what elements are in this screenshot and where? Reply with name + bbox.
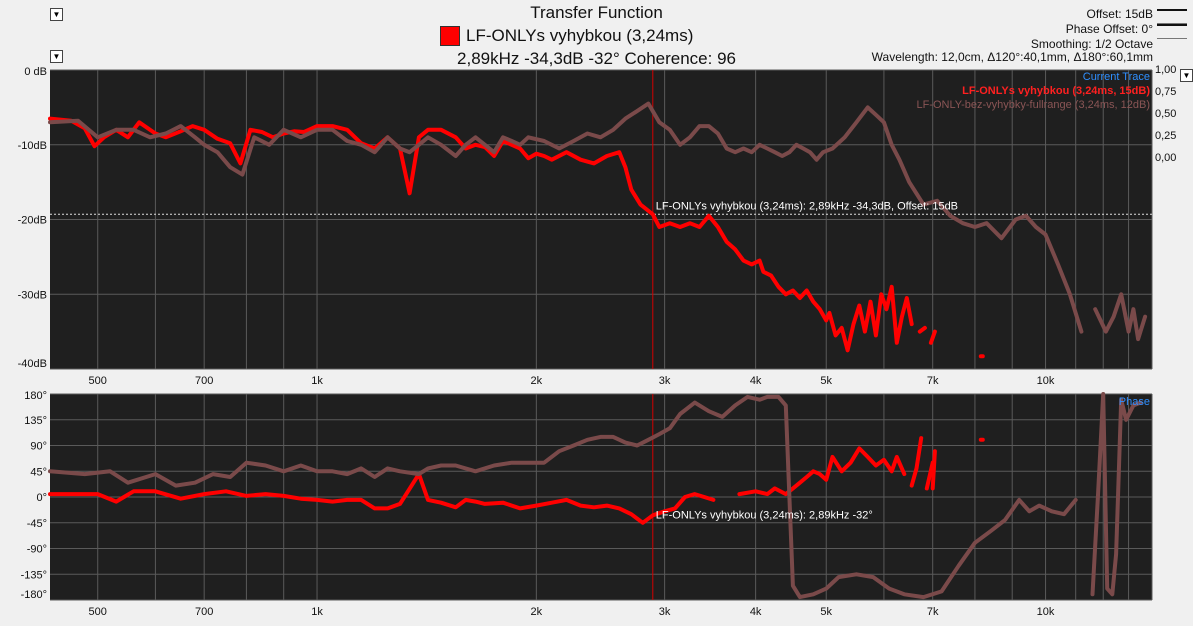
cursor-readout: 2,89kHz -34,3dB -32° Coherence: 96	[457, 49, 736, 68]
dropdown-icon[interactable]: ▼	[50, 50, 63, 63]
y-tick-label: -45°	[27, 518, 47, 530]
y-tick-label: -20dB	[18, 215, 47, 227]
y-tick-label: -30dB	[18, 289, 47, 301]
x-tick-label: 5k	[820, 375, 832, 387]
y-tick-label: 135°	[24, 415, 47, 427]
line-style-icon[interactable]	[1157, 9, 1187, 24]
coherence-tick-label: 0,25	[1155, 130, 1176, 142]
series-line	[737, 446, 907, 497]
line-style-icon[interactable]	[1157, 24, 1187, 39]
legend-header: Current Trace	[1083, 71, 1150, 83]
x-tick-label: 500	[89, 375, 107, 387]
x-tick-label: 4k	[750, 606, 762, 618]
y-tick-label: 45°	[30, 466, 47, 478]
legend-entry: LF-ONLYs vyhybkou (3,24ms, 15dB)	[962, 85, 1150, 97]
phase-panel-title: Phase	[1119, 396, 1150, 408]
x-tick-label: 7k	[927, 375, 939, 387]
series-line	[48, 472, 716, 525]
cursor-label: LF-ONLYs vyhybkou (3,24ms): 2,89kHz -34,…	[656, 200, 958, 212]
trace-color-swatch[interactable]	[440, 26, 460, 46]
x-tick-label: 1k	[311, 606, 323, 618]
x-tick-label: 4k	[750, 375, 762, 387]
y-tick-label: -40dB	[18, 358, 47, 370]
phase-panel: 180° 135° 90° 45° 0° -45° -90° -135° -180° 500 700…	[21, 390, 1153, 618]
current-trace-legend: LF-ONLYs vyhybkou (3,24ms)	[440, 26, 693, 46]
x-tick-label: 3k	[659, 606, 671, 618]
x-tick-label: 2k	[531, 606, 543, 618]
cursor-label: LF-ONLYs vyhybkou (3,24ms): 2,89kHz -32°	[656, 509, 873, 521]
trace-name: LF-ONLYs vyhybkou (3,24ms)	[466, 26, 694, 45]
coherence-tick-label: 0,75	[1155, 86, 1176, 98]
magnitude-panel: 0 dB -10dB -20dB -30dB -40dB 500 700 1k 2k 3k 4k 5k…	[18, 64, 1177, 387]
series-line	[48, 101, 1084, 334]
x-tick-label: 10k	[1037, 375, 1055, 387]
x-tick-label: 700	[195, 606, 213, 618]
chart-title: Transfer Function	[530, 3, 663, 22]
menu-dropdown-icon[interactable]: ▼	[50, 8, 63, 21]
series-line	[909, 436, 924, 488]
y-tick-label: 90°	[30, 441, 47, 453]
phase-offset-readout: Phase Offset: 0°	[1065, 22, 1153, 36]
smoothing-readout: Smoothing: 1/2 Octave	[1030, 37, 1153, 51]
series-line	[48, 394, 1078, 600]
y-tick-label: 0°	[36, 492, 47, 504]
x-tick-label: 500	[89, 606, 107, 618]
x-tick-label: 10k	[1037, 606, 1055, 618]
y-tick-label: 180°	[24, 390, 47, 402]
y-tick-label: -135°	[21, 569, 47, 581]
y-tick-label: -180°	[21, 589, 47, 601]
series-line	[1090, 392, 1143, 597]
series-line	[924, 460, 935, 491]
x-tick-label: 5k	[820, 606, 832, 618]
x-tick-label: 3k	[659, 375, 671, 387]
y-tick-label: -90°	[27, 544, 47, 556]
offset-readout: Offset: 15dB	[1086, 7, 1154, 21]
coherence-tick-label: 1,00	[1155, 64, 1176, 76]
x-tick-label: 700	[195, 375, 213, 387]
series-line	[1093, 292, 1148, 342]
coherence-tick-label: 0,00	[1155, 152, 1176, 164]
series-line	[917, 325, 927, 334]
coherence-tick-label: 0,50	[1155, 108, 1176, 120]
series-line	[928, 329, 937, 345]
x-tick-label: 7k	[927, 606, 939, 618]
wavelength-readout: Wavelength: 12,0cm, Δ120°:40,1mm, Δ180°:…	[871, 50, 1153, 64]
series-line	[48, 116, 914, 353]
y-tick-label: -10dB	[18, 140, 47, 152]
y-tick-label: 0 dB	[24, 66, 47, 78]
legend-entry: LF-ONLY-bez-vyhybky-fullrange (3,24ms, 1…	[916, 99, 1150, 111]
series-line	[930, 449, 937, 491]
x-tick-label: 2k	[531, 375, 543, 387]
x-tick-label: 1k	[311, 375, 323, 387]
